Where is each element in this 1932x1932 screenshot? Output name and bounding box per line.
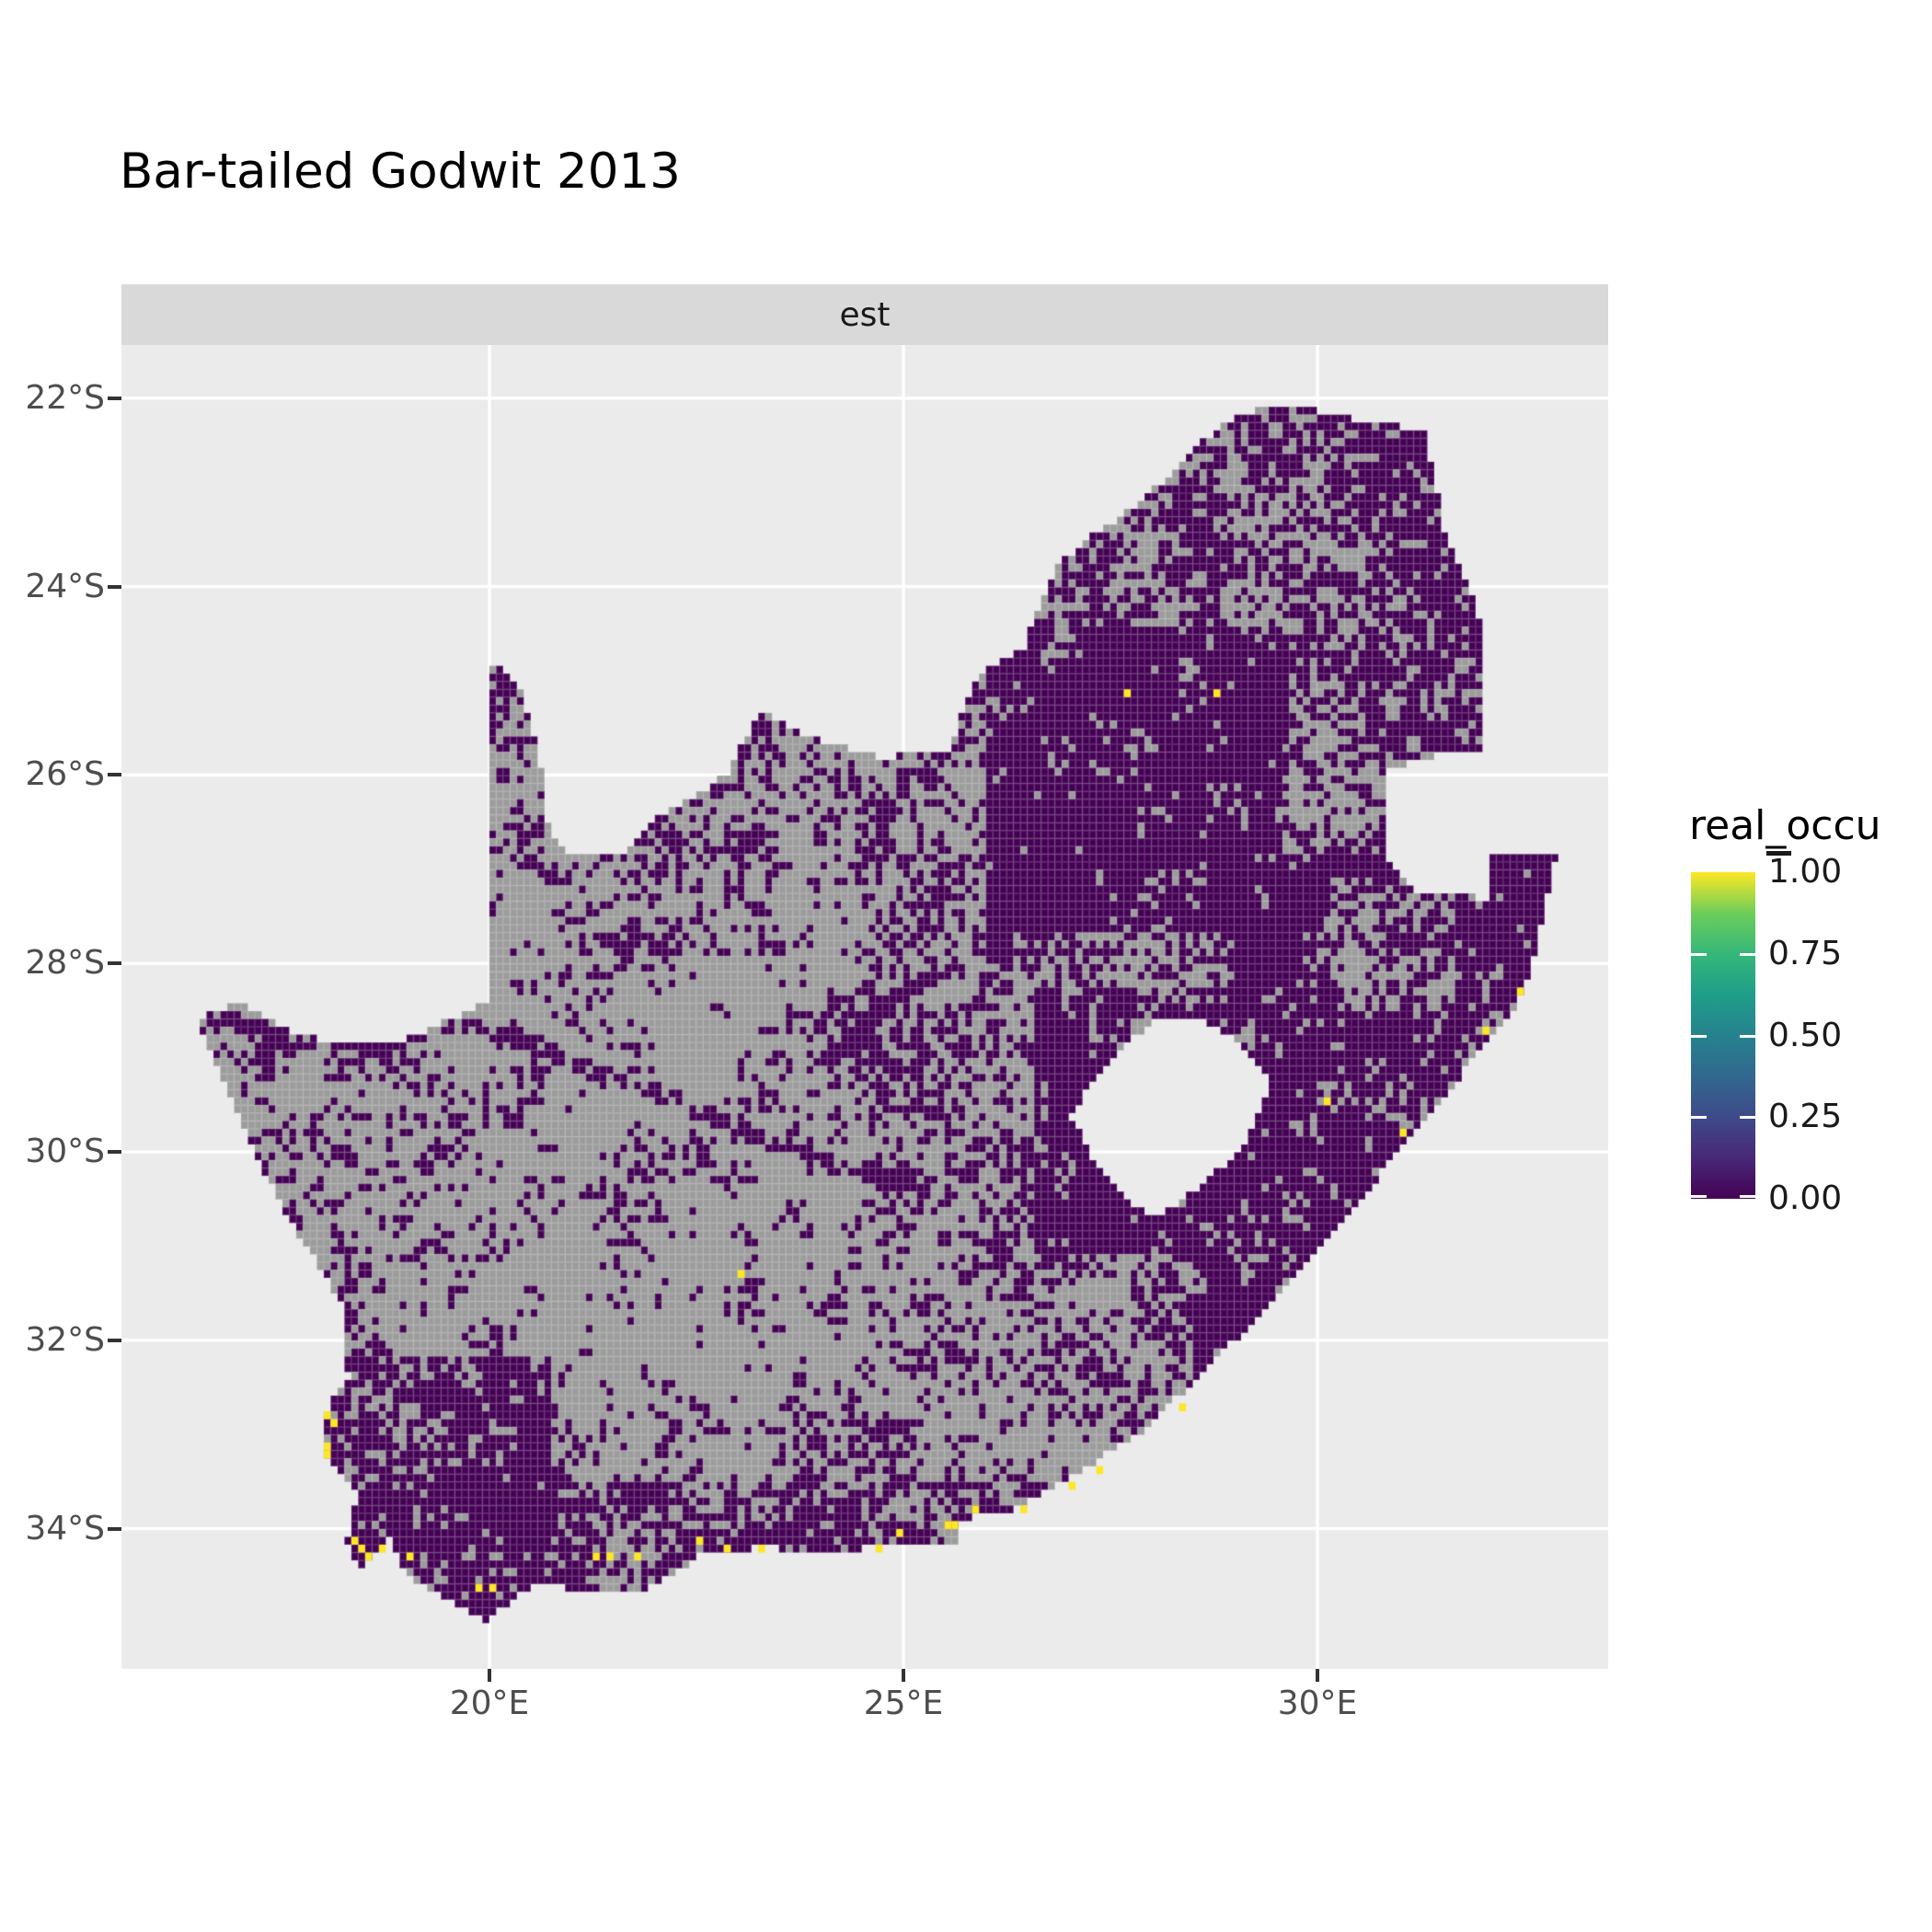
y-axis-tick-label: 32°S: [25, 1320, 105, 1359]
x-axis-tick-label: 25°E: [863, 1685, 944, 1722]
colorbar-tick: [1740, 952, 1755, 956]
y-axis-tick-label: 28°S: [25, 944, 105, 983]
y-axis-tick-label: 24°S: [25, 567, 105, 605]
y-axis-tick-mark: [108, 961, 121, 966]
colorbar-tick: [1740, 1116, 1755, 1120]
legend-tick-label: 1.00: [1768, 853, 1843, 891]
y-axis-tick-label: 22°S: [25, 378, 105, 417]
facet-label: est: [839, 295, 891, 334]
legend-top-tick: [1766, 851, 1791, 856]
colorbar-tick: [1691, 1116, 1707, 1120]
x-axis-tick-mark: [1316, 1669, 1319, 1682]
y-axis-tick-mark: [108, 584, 121, 589]
y-axis-tick-mark: [108, 773, 121, 777]
y-axis-tick-mark: [108, 1150, 121, 1154]
legend-tick-label: 0.00: [1768, 1179, 1843, 1217]
y-axis-tick-mark: [108, 396, 121, 400]
y-axis-tick-mark: [108, 1526, 121, 1531]
colorbar-tick: [1691, 1034, 1707, 1038]
colorbar-tick: [1691, 952, 1707, 956]
colorbar-tick: [1740, 1034, 1755, 1038]
x-axis-tick-label: 30°E: [1277, 1685, 1358, 1722]
facet-strip: est: [121, 284, 1608, 345]
y-axis-tick-label: 34°S: [25, 1509, 105, 1547]
x-axis-tick-mark: [902, 1669, 905, 1682]
x-axis-tick-mark: [488, 1669, 491, 1682]
colorbar-tick: [1740, 1195, 1755, 1198]
legend-title: real_occu: [1689, 802, 1881, 849]
y-axis-tick-label: 30°S: [25, 1133, 105, 1170]
x-axis-tick-label: 20°E: [449, 1685, 530, 1722]
y-axis-tick-mark: [108, 1338, 121, 1342]
map-panel: [121, 345, 1608, 1669]
legend-tick-label: 0.50: [1768, 1016, 1843, 1054]
y-axis-tick-label: 26°S: [25, 755, 105, 794]
page-title: Bar-tailed Godwit 2013: [120, 144, 681, 200]
legend-tick-label: 0.75: [1768, 934, 1843, 972]
legend-tick-label: 0.25: [1768, 1098, 1843, 1136]
colorbar-tick: [1691, 1195, 1707, 1198]
